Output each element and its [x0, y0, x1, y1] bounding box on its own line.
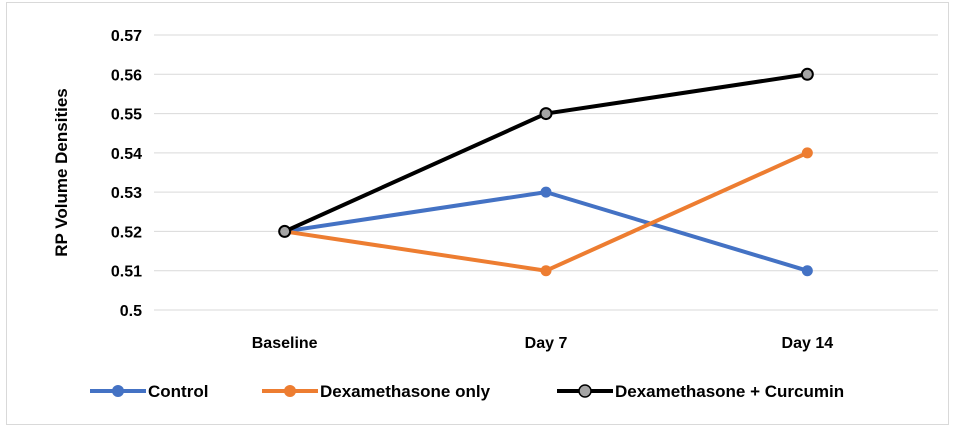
legend-label: Dexamethasone + Curcumin: [615, 382, 844, 401]
y-tick-label: 0.55: [111, 107, 142, 124]
legend-label: Dexamethasone only: [320, 382, 491, 401]
y-tick-labels: 0.5 0.51 0.52 0.53 0.54 0.55 0.56 0.57: [111, 28, 142, 320]
data-point: [540, 186, 552, 198]
data-point: [801, 265, 813, 277]
x-tick-label: Day 14: [782, 335, 834, 352]
y-tick-label: 0.53: [111, 185, 142, 202]
legend-marker: [578, 384, 592, 398]
x-tick-labels: Baseline Day 7 Day 14: [252, 335, 833, 352]
y-axis-title: RP Volume Densities: [52, 88, 71, 256]
chart-frame: [6, 2, 949, 425]
y-tick-label: 0.52: [111, 224, 142, 241]
legend-item: Control: [90, 382, 208, 401]
x-tick-label: Day 7: [525, 335, 568, 352]
legend-marker: [112, 385, 124, 397]
data-point: [800, 67, 814, 81]
y-tick-label: 0.54: [111, 146, 142, 163]
data-point: [801, 147, 813, 159]
data-point: [278, 224, 292, 238]
legend-item: Dexamethasone + Curcumin: [557, 382, 844, 401]
series-line: [282, 150, 810, 273]
legend-item: Dexamethasone only: [262, 382, 491, 401]
legend-marker: [284, 385, 296, 397]
y-tick-label: 0.5: [120, 303, 142, 320]
x-tick-label: Baseline: [252, 335, 318, 352]
legend: Control Dexamethasone only Dexamethasone +…: [90, 382, 844, 401]
series-lines: [278, 67, 814, 277]
y-tick-label: 0.57: [111, 28, 142, 45]
data-point: [539, 107, 553, 121]
y-tick-label: 0.56: [111, 67, 142, 84]
data-point: [540, 265, 552, 277]
legend-label: Control: [148, 382, 208, 401]
y-tick-label: 0.51: [111, 264, 142, 281]
